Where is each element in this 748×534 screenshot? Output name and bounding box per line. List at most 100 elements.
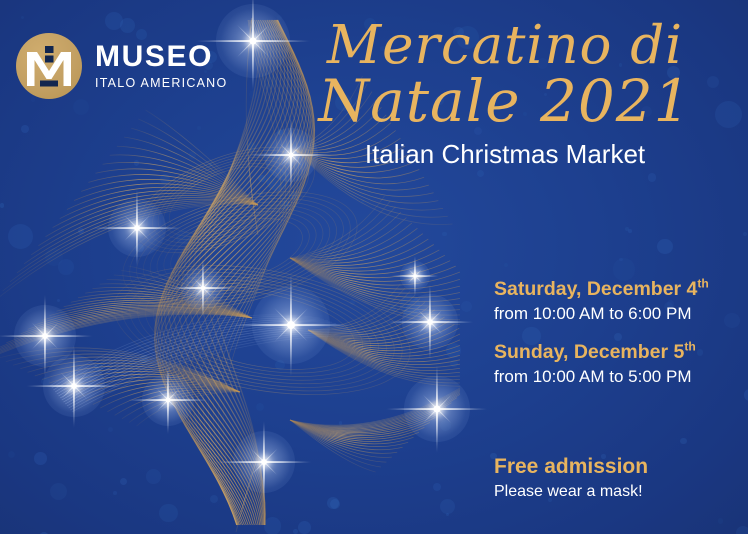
spiral-line: [222, 19, 282, 526]
schedule-time: from 10:00 AM to 5:00 PM: [494, 367, 692, 386]
spiral-line: [307, 329, 460, 354]
star-core: [261, 459, 267, 465]
bokeh-dot: [210, 494, 219, 503]
bokeh-dot: [40, 376, 50, 387]
bokeh-dot: [57, 298, 61, 302]
spiral-loop: [169, 166, 281, 234]
spiral-line: [289, 419, 420, 442]
spiral-line: [307, 329, 460, 363]
spiral-line: [307, 302, 426, 335]
spiral-line: [0, 310, 253, 348]
title-script-line1: Mercatino di: [326, 15, 684, 76]
bokeh-dot: [139, 355, 148, 364]
bokeh-dot: [260, 73, 277, 90]
admission-note: Please wear a mask!: [494, 483, 643, 500]
spiral-loop: [129, 272, 395, 388]
bokeh-dot: [647, 173, 656, 182]
star-ray: [436, 365, 438, 453]
spiral-line: [307, 283, 401, 331]
bokeh-dot: [349, 299, 356, 306]
spiral-line: [307, 329, 460, 366]
museo-logo[interactable]: MUSEO ITALO AMERICANO: [16, 33, 227, 99]
spiral-line: [0, 313, 253, 353]
bokeh-dot: [619, 258, 623, 262]
spiral-line: [34, 362, 241, 393]
spiral-line: [289, 393, 460, 430]
spiral-line: [61, 325, 349, 401]
spiral-line: [20, 356, 241, 393]
spiral-line: [56, 321, 337, 395]
bokeh-dot: [445, 393, 451, 400]
star-ray: [59, 371, 89, 401]
spiral-line: [217, 19, 287, 526]
spiral-line: [289, 391, 460, 428]
spiral-line: [289, 419, 381, 468]
spiral-line: [289, 257, 460, 294]
star-ray: [156, 388, 180, 412]
bokeh-dot: [7, 451, 15, 458]
spiral-loop: [121, 268, 403, 392]
spiral-line: [99, 283, 253, 319]
spiral-loop: [153, 283, 371, 377]
spiral-line: [73, 183, 259, 206]
spiral-line: [6, 309, 253, 344]
spiral-line: [56, 371, 241, 393]
star-ray: [202, 258, 204, 318]
spiral-line: [307, 287, 406, 331]
bokeh-dot: [298, 520, 311, 534]
spiral-line: [59, 190, 259, 219]
star-ray: [386, 321, 474, 323]
spiral-line: [307, 291, 411, 331]
star-ray: [414, 256, 416, 296]
star-ray: [92, 227, 182, 229]
bokeh-dot: [159, 503, 178, 523]
spiral-loop: [113, 265, 411, 395]
spiral-line: [289, 257, 460, 325]
spiral-line: [5, 350, 241, 393]
spiral-line: [289, 217, 407, 259]
spiral-line: [289, 419, 409, 447]
star-halo: [181, 266, 225, 310]
bokeh-dot: [330, 499, 341, 509]
spiral-line: [77, 293, 253, 319]
star-ray: [192, 277, 214, 299]
bokeh-dot: [197, 126, 201, 130]
spiral-line: [289, 389, 460, 427]
spiral-line: [307, 309, 435, 338]
bokeh-dot: [399, 294, 421, 316]
spiral-line: [307, 298, 421, 333]
spiral-loop: [160, 286, 364, 374]
spiral-line: [289, 257, 460, 286]
star-ray: [249, 447, 279, 477]
star-ray: [215, 461, 313, 463]
spiral-line: [307, 327, 460, 349]
spiral-line: [70, 333, 369, 411]
star-ray: [422, 394, 452, 424]
spiral-line: [289, 201, 391, 259]
spiral-line: [307, 316, 445, 342]
bokeh-dot: [476, 169, 484, 177]
bokeh-dot: [8, 224, 34, 250]
star-core: [71, 383, 77, 389]
spiral-line: [121, 270, 253, 319]
spiral-line: [289, 257, 460, 316]
bokeh-dot: [78, 227, 85, 235]
bokeh-dot: [628, 229, 632, 233]
spiral-line: [27, 359, 241, 393]
star-core: [134, 225, 140, 231]
star-ray: [123, 214, 151, 242]
bokeh-dot: [450, 359, 458, 368]
spiral-line: [289, 257, 460, 290]
bokeh-dot: [503, 263, 508, 267]
star-halo: [142, 374, 194, 426]
star-core: [42, 333, 48, 339]
bokeh-dot: [460, 301, 472, 312]
spiral-loop: [152, 156, 298, 244]
spiral-line: [289, 228, 418, 262]
bokeh-dot: [120, 18, 136, 33]
bokeh-dot: [0, 203, 5, 208]
spiral-line: [49, 368, 241, 393]
spiral-line: [307, 320, 450, 344]
bokeh-dot: [263, 517, 281, 534]
spiral-line: [23, 200, 259, 265]
